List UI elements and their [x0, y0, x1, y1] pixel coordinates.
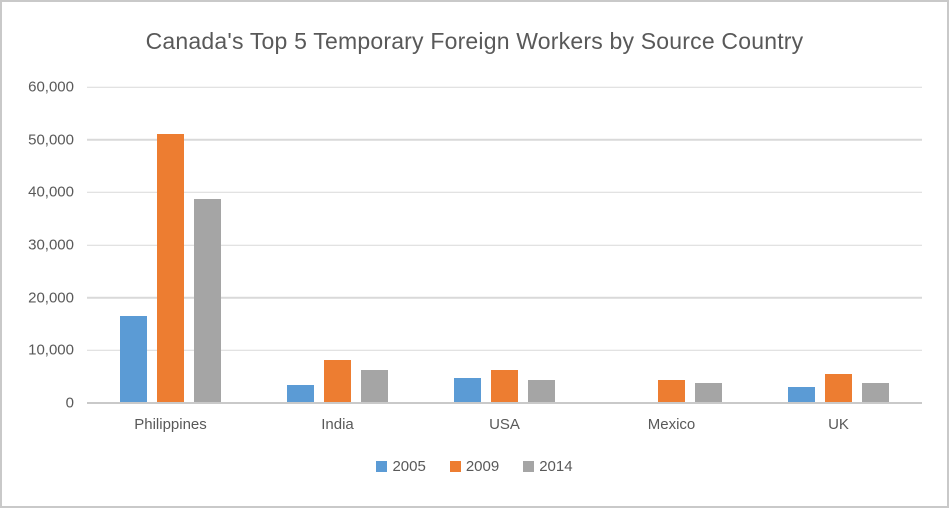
bar-2009-uk — [825, 373, 852, 403]
legend-label-2014: 2014 — [539, 458, 573, 475]
gridline-60000 — [87, 86, 922, 88]
bar-group-india — [254, 87, 421, 403]
y-axis-tick-label: 0 — [65, 394, 74, 412]
legend-swatch-2005 — [376, 461, 388, 472]
bar-2014-usa — [528, 379, 555, 403]
legend-swatch-2014 — [523, 461, 535, 472]
legend-label-2005: 2005 — [392, 458, 426, 475]
category-label-india: India — [321, 416, 354, 433]
y-axis-tick-label: 40,000 — [28, 183, 74, 201]
bar-2009-philippines — [157, 133, 184, 403]
y-axis-tick-label: 60,000 — [28, 78, 74, 96]
bar-2005-usa — [454, 377, 481, 403]
bar-group-mexico — [588, 87, 755, 403]
bar-2014-mexico — [695, 383, 722, 403]
bar-2005-india — [287, 384, 314, 403]
bar-2014-uk — [862, 383, 889, 403]
y-axis-tick-label: 20,000 — [28, 289, 74, 307]
category-label-mexico: Mexico — [647, 416, 696, 433]
gridline-40000 — [87, 191, 922, 194]
bar-2009-mexico — [658, 380, 685, 403]
y-axis-tick-label: 50,000 — [28, 131, 74, 149]
legend-swatch-2009 — [449, 461, 461, 472]
y-axis: 0 10,000 20,000 30,000 40,000 50,000 60,000 — [2, 79, 74, 412]
legend-label-2009: 2009 — [465, 458, 500, 475]
bar-group-uk — [755, 87, 922, 403]
bar-2009-india — [324, 359, 351, 403]
category-label-philippines: Philippines — [134, 416, 207, 433]
bar-2005-uk — [788, 387, 815, 403]
legend-item-2009: 2009 — [449, 458, 500, 475]
bar-2005-philippines — [120, 316, 147, 403]
category-label-uk: UK — [828, 416, 849, 433]
gridline-10000 — [87, 349, 922, 352]
gridline-20000 — [87, 296, 922, 299]
bar-2014-philippines — [194, 198, 221, 403]
bar-group-usa — [421, 87, 588, 403]
legend-item-2005: 2005 — [376, 458, 426, 475]
chart-title: Canada's Top 5 Temporary Foreign Workers… — [145, 28, 804, 54]
gridline-30000 — [87, 244, 922, 246]
plot-area — [87, 86, 922, 404]
x-axis-line — [87, 402, 922, 404]
gridline-50000 — [87, 138, 922, 141]
y-axis-tick-label: 30,000 — [28, 236, 74, 254]
y-axis-tick-label: 10,000 — [28, 341, 74, 359]
legend-item-2014: 2014 — [523, 458, 573, 475]
x-axis: Philippines India USA Mexico UK — [87, 416, 922, 433]
bar-2009-usa — [491, 369, 518, 403]
category-label-usa: USA — [489, 416, 520, 433]
legend: 2005 2009 2014 — [2, 458, 947, 475]
bar-group-philippines — [87, 87, 254, 403]
bar-2014-india — [361, 370, 388, 403]
